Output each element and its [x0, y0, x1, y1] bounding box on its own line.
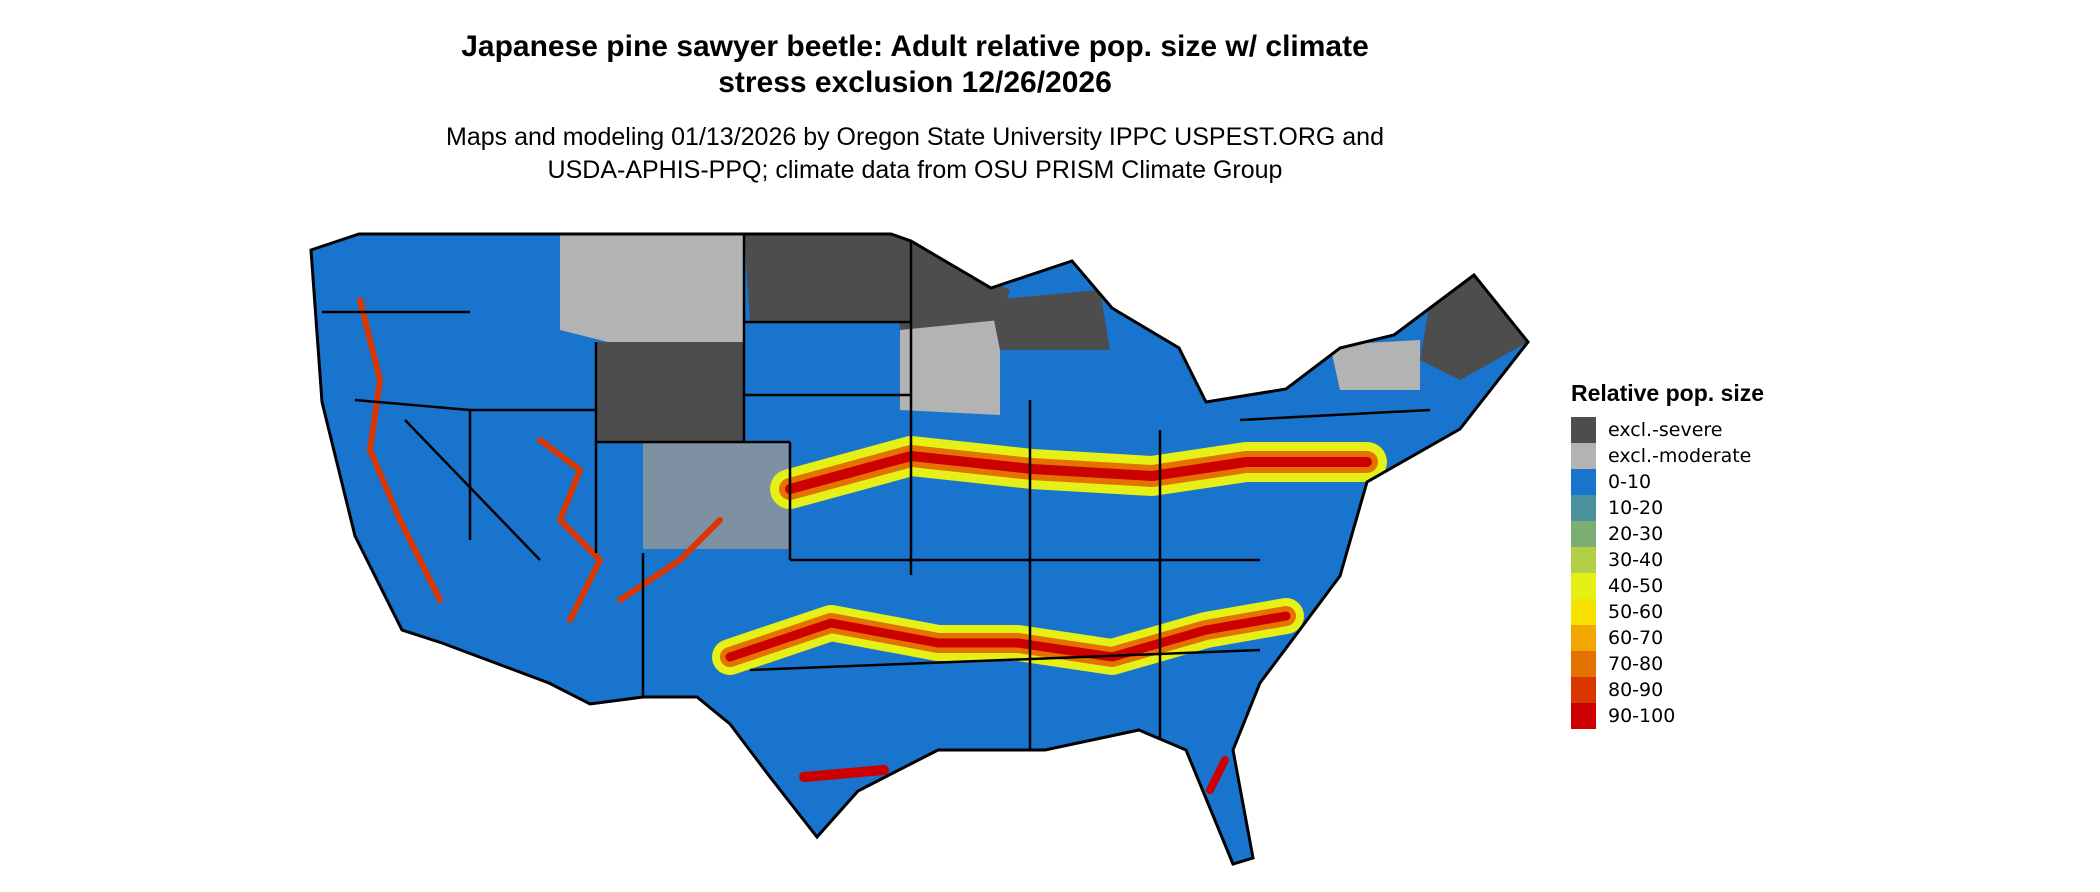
excl-severe-minnesota: [891, 234, 1010, 330]
legend-swatch: [1571, 651, 1596, 677]
legend-item: 90-100: [1571, 703, 1764, 729]
excl-moderate-minnesota: [900, 310, 1000, 415]
legend-label: 50-60: [1608, 601, 1664, 623]
legend-label: 30-40: [1608, 549, 1664, 571]
excl-severe-wisconsin: [990, 290, 1110, 350]
map-title-line2: stress exclusion 12/26/2026: [718, 66, 1112, 99]
band-red-florida: [1206, 756, 1229, 794]
legend-label: 70-80: [1608, 653, 1664, 675]
legend-swatch: [1571, 417, 1596, 443]
map-subtitle-line1: Maps and modeling 01/13/2026 by Oregon S…: [446, 123, 1384, 151]
legend-item: 40-50: [1571, 573, 1764, 599]
legend-item: 50-60: [1571, 599, 1764, 625]
legend-swatch: [1571, 677, 1596, 703]
band-red-north: [785, 451, 1372, 494]
excl-severe-maine: [1420, 275, 1528, 380]
legend-label: excl.-severe: [1608, 419, 1723, 441]
legend-label: 80-90: [1608, 679, 1664, 701]
legend-label: 60-70: [1608, 627, 1664, 649]
band-red-gulf: [799, 765, 889, 782]
legend-swatch: [1571, 547, 1596, 573]
legend-item: excl.-severe: [1571, 417, 1764, 443]
excl-severe-dakotas: [744, 234, 911, 322]
legend-swatch: [1571, 573, 1596, 599]
legend-swatch: [1571, 443, 1596, 469]
legend-swatch: [1571, 703, 1596, 729]
legend-label: 20-30: [1608, 523, 1664, 545]
legend-item: 60-70: [1571, 625, 1764, 651]
legend-item: 70-80: [1571, 651, 1764, 677]
band-red-pacific: [357, 297, 443, 603]
map-subtitle-line2: USDA-APHIS-PPQ; climate data from OSU PR…: [547, 156, 1283, 184]
excl-severe-wyoming: [596, 342, 744, 442]
excl-moderate-new-york: [1330, 340, 1420, 390]
legend-label: 10-20: [1608, 497, 1664, 519]
map-title-line1: Japanese pine sawyer beetle: Adult relat…: [461, 30, 1369, 63]
legend-label: excl.-moderate: [1608, 445, 1752, 467]
band-red-southwest: [617, 517, 723, 603]
legend-swatch: [1571, 521, 1596, 547]
legend-swatch: [1571, 469, 1596, 495]
legend-label: 40-50: [1608, 575, 1664, 597]
legend-label: 90-100: [1608, 705, 1676, 727]
band-red-great-basin: [537, 437, 603, 623]
legend-title: Relative pop. size: [1571, 380, 1765, 406]
legend: Relative pop. size excl.-severe excl.-mod…: [1571, 380, 1764, 729]
legend-swatch: [1571, 599, 1596, 625]
excl-colorado: [643, 442, 790, 549]
legend-item: 30-40: [1571, 547, 1764, 573]
band-red-south: [725, 611, 1291, 662]
legend-item: 10-20: [1571, 495, 1764, 521]
legend-swatch: [1571, 495, 1596, 521]
legend-item: 0-10: [1571, 469, 1764, 495]
legend-label: 0-10: [1608, 471, 1652, 493]
legend-swatch: [1571, 625, 1596, 651]
legend-item: 80-90: [1571, 677, 1764, 703]
state-borders: [322, 234, 1431, 750]
legend-item: 20-30: [1571, 521, 1764, 547]
legend-item: excl.-moderate: [1571, 443, 1764, 469]
